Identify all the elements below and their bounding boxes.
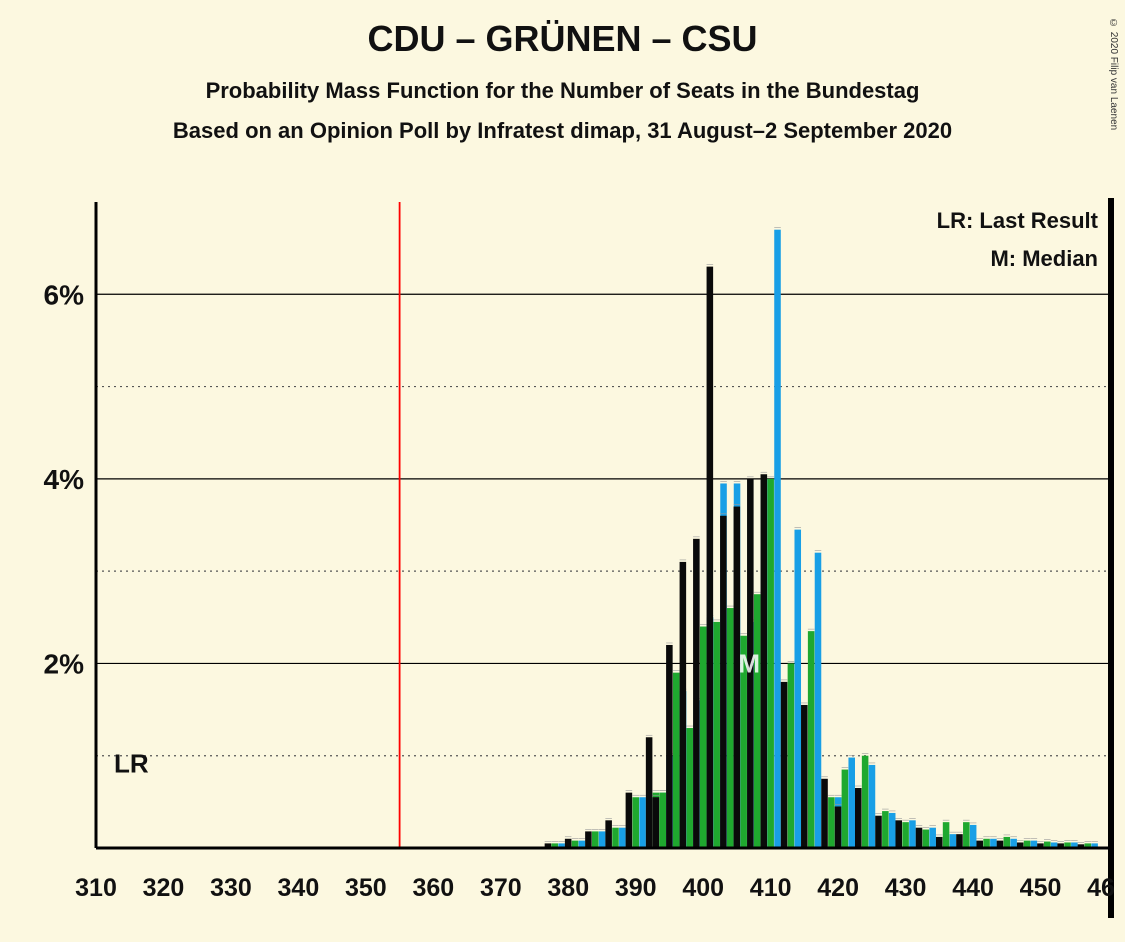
svg-text:360: 360	[412, 874, 454, 902]
svg-text:440: 440	[952, 874, 994, 902]
svg-text:M: M	[738, 649, 760, 679]
svg-text:410: 410	[750, 874, 792, 902]
svg-text:4%: 4%	[44, 464, 85, 495]
svg-text:460: 460	[1087, 874, 1114, 902]
svg-text:340: 340	[278, 874, 320, 902]
svg-text:330: 330	[210, 874, 252, 902]
svg-text:420: 420	[817, 874, 859, 902]
chart-subtitle-1: Probability Mass Function for the Number…	[0, 78, 1125, 104]
svg-text:LR: LR	[114, 748, 149, 778]
svg-text:380: 380	[547, 874, 589, 902]
chart-area: 2% 4% 6% 310 320 330 340 350 360 370 380 390 400 410 4…	[36, 198, 1114, 918]
svg-text:2%: 2%	[44, 648, 85, 679]
chart-subtitle-2: Based on an Opinion Poll by Infratest di…	[0, 118, 1125, 144]
svg-text:400: 400	[682, 874, 724, 902]
svg-text:310: 310	[75, 874, 117, 902]
svg-text:350: 350	[345, 874, 387, 902]
svg-text:450: 450	[1020, 874, 1062, 902]
svg-text:6%: 6%	[44, 279, 85, 310]
svg-text:370: 370	[480, 874, 522, 902]
svg-text:390: 390	[615, 874, 657, 902]
copyright-text: © 2020 Filip van Laenen	[1108, 18, 1119, 130]
svg-text:M: Median: M: Median	[990, 246, 1098, 271]
pmf-bar-chart: 2% 4% 6% 310 320 330 340 350 360 370 380 390 400 410 4…	[36, 198, 1114, 918]
chart-title: CDU – GRÜNEN – CSU	[0, 18, 1125, 60]
svg-text:430: 430	[885, 874, 927, 902]
svg-text:LR: Last Result: LR: Last Result	[937, 208, 1099, 233]
svg-text:320: 320	[143, 874, 185, 902]
